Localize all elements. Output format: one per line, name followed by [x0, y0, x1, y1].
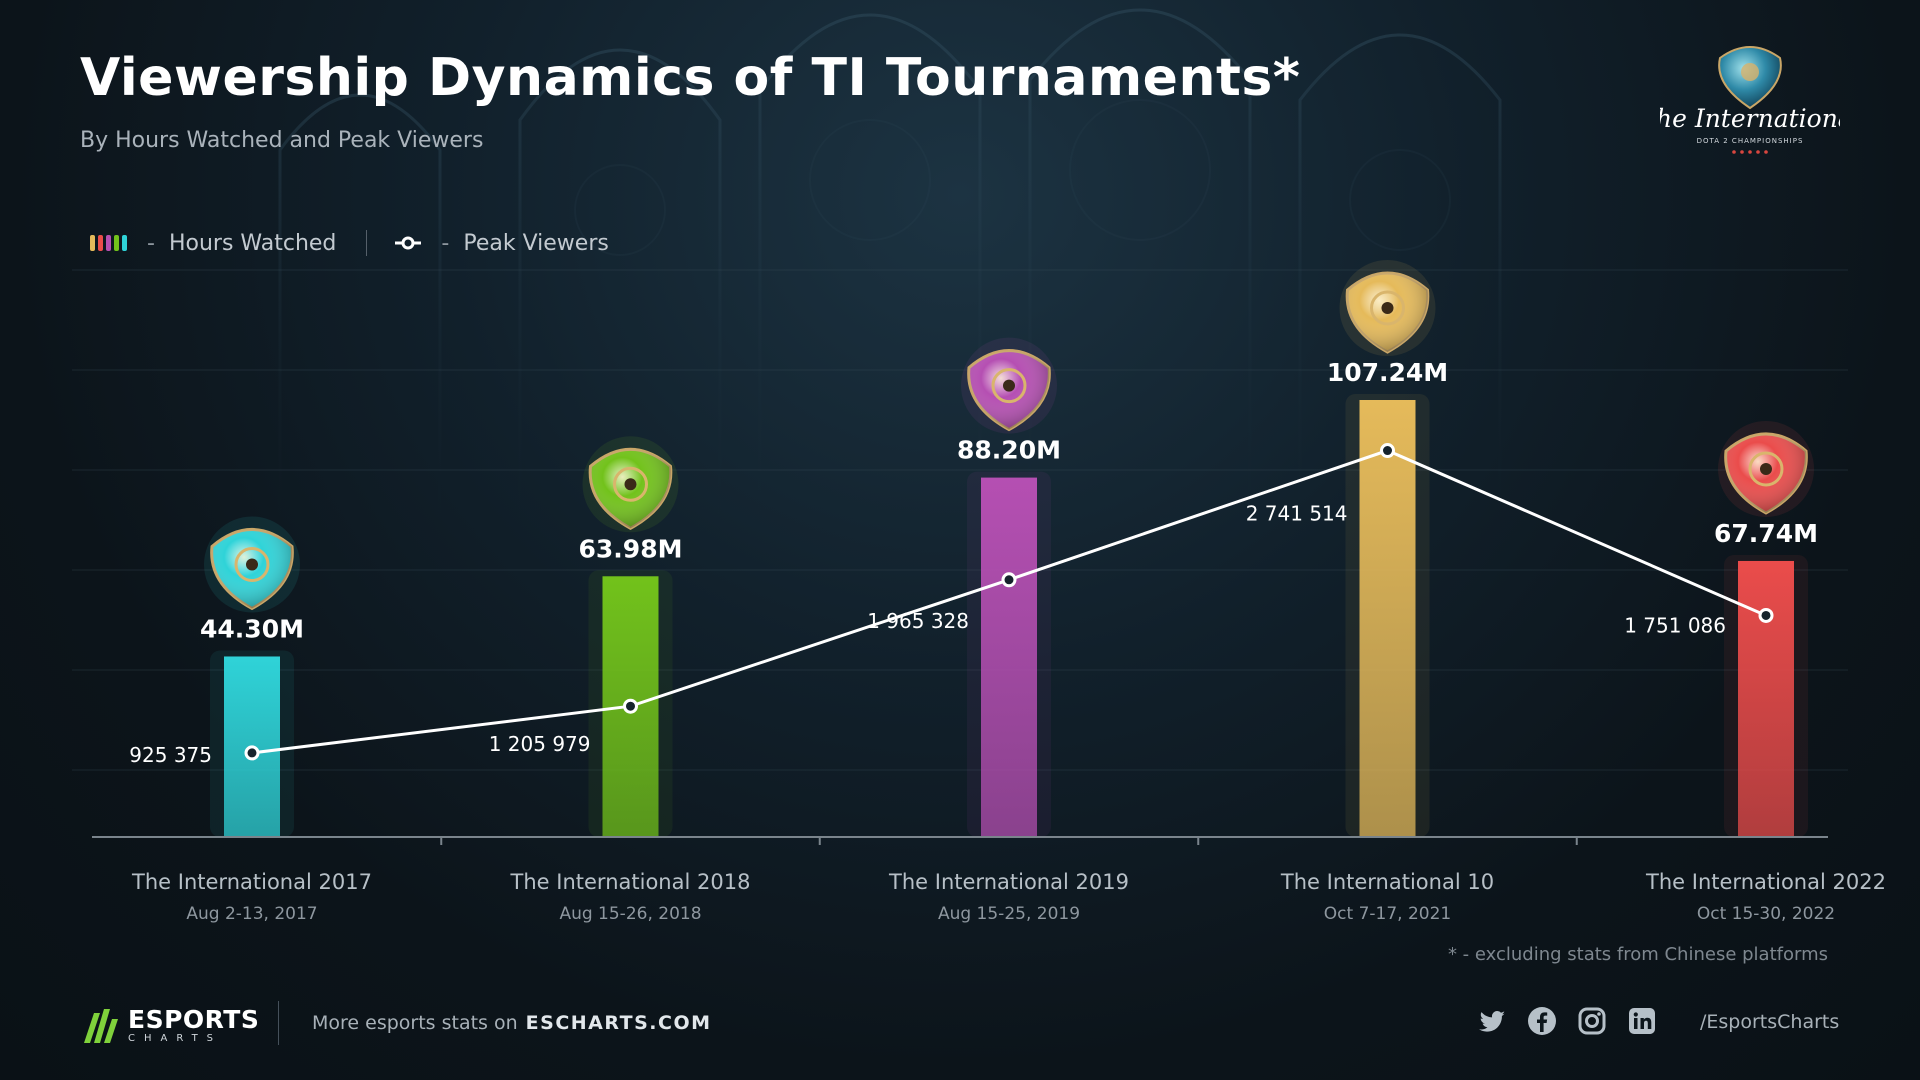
logo-text: The International	[1660, 104, 1840, 133]
aegis-icon	[1339, 260, 1436, 356]
peak-viewers-label: 1 205 979	[489, 732, 591, 756]
x-tick-date: Oct 7-17, 2021	[1324, 904, 1451, 924]
aegis-icon	[1718, 420, 1814, 517]
x-tick-label: The International 2018	[510, 870, 751, 894]
chart-legend: - Hours Watched - Peak Viewers	[90, 228, 609, 258]
more-stats-label: More esports stats on	[312, 1012, 518, 1034]
brand-subname: CHARTS	[128, 1032, 223, 1044]
peak-viewers-label: 2 741 514	[1246, 502, 1348, 526]
category-labels: The International 2017 Aug 2-13, 2017 The …	[131, 870, 1886, 924]
x-tick-date: Aug 15-25, 2019	[938, 904, 1080, 924]
bar-value-label: 67.74M	[1714, 519, 1818, 548]
x-axis	[92, 836, 1828, 845]
footer-separator	[278, 1001, 279, 1045]
legend-dash: -	[147, 230, 155, 256]
the-international-logo: The International DOTA 2 CHAMPIONSHIPS	[1660, 46, 1840, 154]
data-labels: 44.30M 63.98M 88.20M 107.24M 67.74M 925 375 1 …	[129, 358, 1818, 767]
legend-separator	[366, 230, 368, 256]
linkedin-icon[interactable]	[1626, 1005, 1658, 1037]
logo-subtext: DOTA 2 CHAMPIONSHIPS	[1697, 137, 1804, 145]
bar-hours-watched	[1359, 400, 1416, 837]
peak-viewers-label: 1 751 086	[1624, 613, 1726, 637]
social-icons	[1476, 1005, 1658, 1037]
peak-viewers-point	[1001, 572, 1017, 588]
x-tick-date: Oct 15-30, 2022	[1697, 904, 1835, 924]
bar-hours-watched	[981, 477, 1037, 837]
footer: ESPORTS CHARTS More esports stats on ESCH…	[0, 995, 1920, 1055]
site-link[interactable]: ESCHARTS.COM	[525, 1012, 712, 1034]
brand-name: ESPORTS	[128, 1004, 260, 1034]
instagram-icon[interactable]	[1576, 1005, 1608, 1037]
bars	[210, 394, 1808, 837]
x-tick-label: The International 10	[1280, 870, 1494, 894]
esports-charts-logo-icon	[84, 1009, 118, 1043]
chart-subtitle: By Hours Watched and Peak Viewers	[80, 128, 484, 153]
bar-value-label: 44.30M	[200, 614, 304, 643]
bar-value-label: 107.24M	[1327, 358, 1448, 387]
chart-title: Viewership Dynamics of TI Tournaments*	[80, 48, 1301, 108]
aegis-icon	[582, 436, 679, 533]
peak-viewers-point	[1758, 607, 1774, 623]
legend-hours-watched: Hours Watched	[168, 230, 337, 256]
peak-viewers-point	[1380, 443, 1395, 459]
twitter-icon[interactable]	[1476, 1005, 1508, 1037]
peak-viewers-label: 1 965 328	[867, 609, 969, 633]
peak-viewers-line	[244, 443, 1774, 761]
footnote: * - excluding stats from Chinese platfor…	[1447, 944, 1828, 965]
esports-charts-brand[interactable]: ESPORTS CHARTS	[80, 1003, 259, 1047]
x-tick-date: Aug 2-13, 2017	[186, 904, 317, 924]
peak-viewers-point	[244, 745, 260, 761]
legend-peak-viewers: Peak Viewers	[463, 230, 609, 256]
bar-value-label: 88.20M	[957, 436, 1061, 465]
x-tick-label: The International 2019	[888, 870, 1129, 894]
more-stats-text: More esports stats on ESCHARTS.COM	[312, 1012, 712, 1034]
facebook-icon[interactable]	[1526, 1005, 1558, 1037]
social-handle[interactable]: /EsportsCharts	[1700, 1011, 1840, 1033]
aegis-icon	[204, 516, 300, 613]
x-tick-label: The International 2017	[131, 870, 372, 894]
peak-viewers-legend-marker	[395, 236, 422, 250]
peak-viewers-label: 925 375	[129, 743, 212, 767]
x-tick-label: The International 2022	[1645, 870, 1886, 894]
aegis-icon	[961, 337, 1057, 434]
aegis-icons	[204, 260, 1814, 613]
bar-hours-watched	[1738, 560, 1794, 837]
hours-watched-legend-swatch	[90, 235, 127, 251]
legend-dash: -	[441, 230, 450, 256]
bar-value-label: 63.98M	[579, 534, 683, 563]
gridlines	[72, 269, 1848, 771]
x-tick-date: Aug 15-26, 2018	[559, 904, 701, 924]
peak-viewers-point	[623, 698, 638, 714]
